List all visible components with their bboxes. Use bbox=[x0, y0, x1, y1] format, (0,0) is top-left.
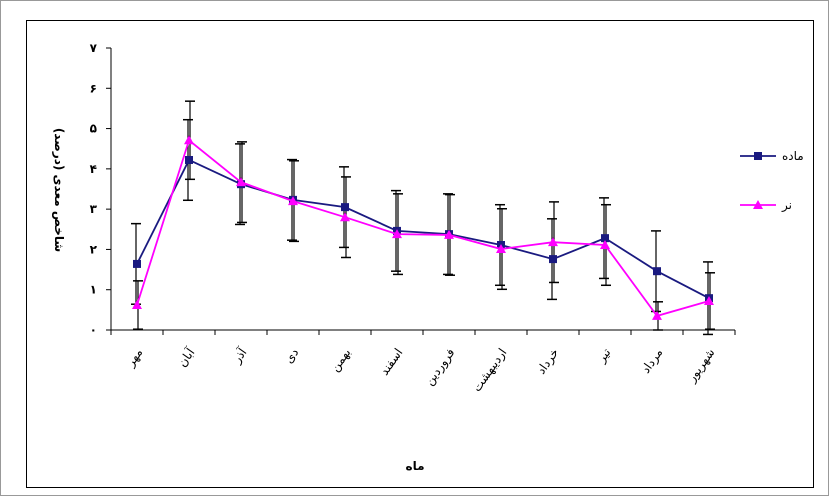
legend-marker bbox=[753, 200, 763, 209]
y-tick-label: ۱ bbox=[90, 283, 97, 297]
marker bbox=[340, 212, 350, 222]
marker bbox=[288, 196, 298, 206]
marker bbox=[548, 237, 558, 247]
chart-frame bbox=[26, 20, 814, 488]
y-tick-label: ۷ bbox=[90, 41, 98, 55]
y-tick-label: ۰ bbox=[90, 323, 97, 337]
marker bbox=[184, 135, 194, 145]
marker bbox=[549, 255, 557, 264]
x-axis-title: ماه bbox=[405, 459, 424, 473]
x-tick-label: دی bbox=[282, 346, 302, 366]
marker bbox=[704, 295, 714, 305]
marker bbox=[392, 229, 402, 239]
y-tick-label: ۳ bbox=[90, 202, 98, 216]
marker bbox=[600, 239, 610, 249]
legend-marker bbox=[754, 152, 762, 160]
marker bbox=[236, 177, 246, 187]
marker bbox=[185, 155, 193, 164]
marker bbox=[653, 267, 661, 276]
legend-label: ماده bbox=[782, 149, 804, 163]
marker bbox=[133, 259, 141, 268]
y-axis-title: شاخص معدی (درصد) bbox=[52, 128, 66, 252]
marker bbox=[601, 234, 609, 243]
marker bbox=[341, 203, 349, 212]
y-tick-label: ۵ bbox=[90, 122, 97, 136]
marker bbox=[496, 244, 506, 254]
y-tick-label: ۶ bbox=[90, 81, 97, 95]
marker bbox=[132, 300, 142, 310]
marker bbox=[652, 310, 662, 320]
y-tick-label: ۴ bbox=[90, 162, 97, 176]
legend-label: نر bbox=[781, 198, 792, 213]
series-line bbox=[136, 158, 710, 299]
marker bbox=[444, 229, 454, 239]
series-line bbox=[136, 138, 710, 317]
y-tick-label: ۲ bbox=[90, 242, 98, 256]
